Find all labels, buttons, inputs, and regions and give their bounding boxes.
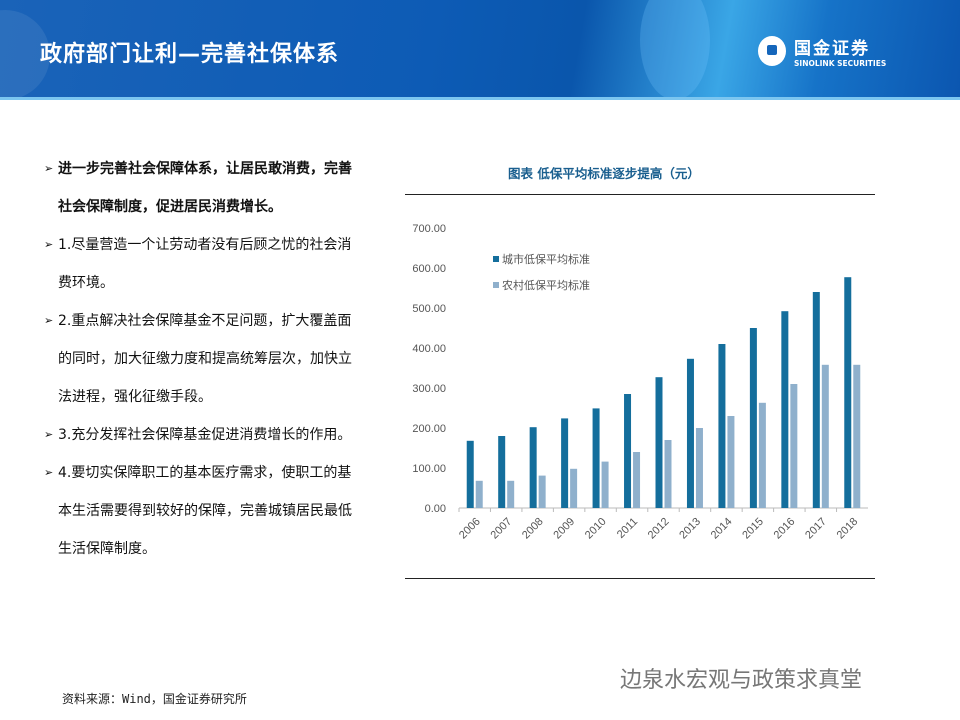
bullet-item: 进一步完善社会保障体系，让居民敢消费，完善社会保障制度，促进居民消费增长。 xyxy=(44,150,364,226)
bar-rural xyxy=(758,402,766,508)
bullet-item: 3.充分发挥社会保障基金促进消费增长的作用。 xyxy=(44,416,364,454)
y-tick-label: 600.00 xyxy=(412,263,446,275)
bar-rural xyxy=(475,480,483,508)
bar-rural xyxy=(695,428,703,508)
x-tick-label: 2010 xyxy=(583,516,609,542)
y-tick-label: 100.00 xyxy=(412,463,446,475)
bar-urban xyxy=(561,418,569,508)
bar-urban xyxy=(844,277,852,508)
x-tick-label: 2011 xyxy=(615,516,640,541)
bar-rural xyxy=(664,440,672,508)
y-tick-label: 300.00 xyxy=(412,383,446,395)
bar-urban xyxy=(466,440,474,508)
bullet-list: 进一步完善社会保障体系，让居民敢消费，完善社会保障制度，促进居民消费增长。 1.… xyxy=(44,150,364,568)
legend-swatch xyxy=(493,282,499,288)
bullet-item: 1.尽量营造一个让劳动者没有后顾之忧的社会消费环境。 xyxy=(44,226,364,302)
x-tick-label: 2015 xyxy=(740,516,766,542)
x-tick-label: 2007 xyxy=(489,516,515,542)
bar-rural xyxy=(727,416,735,508)
bar-rural xyxy=(601,461,609,508)
page-title: 政府部门让利—完善社保体系 xyxy=(40,42,340,67)
bar-rural xyxy=(538,475,546,508)
bar-rural xyxy=(570,468,578,508)
bar-urban xyxy=(624,394,632,508)
bar-rural xyxy=(633,452,641,508)
y-tick-label: 700.00 xyxy=(412,223,446,235)
logo-icon xyxy=(758,36,786,66)
decor-circle xyxy=(640,0,710,100)
logo-en: SINOLINK SECURITIES xyxy=(794,59,887,68)
y-tick-label: 200.00 xyxy=(412,423,446,435)
watermark: 边泉水宏观与政策求真堂 xyxy=(620,668,863,693)
x-tick-label: 2016 xyxy=(772,516,798,542)
bar-rural xyxy=(507,480,515,508)
bar-rural xyxy=(853,364,861,508)
bar-urban xyxy=(655,377,663,508)
divider xyxy=(405,578,875,579)
legend-label: 城市低保平均标准 xyxy=(502,252,590,266)
bar-urban xyxy=(718,344,726,508)
bar-urban xyxy=(749,328,757,508)
logo: 国金证券 SINOLINK SECURITIES xyxy=(758,34,886,68)
y-tick-label: 0.00 xyxy=(425,503,446,515)
y-tick-label: 400.00 xyxy=(412,343,446,355)
bullet-item: 4.要切实保障职工的基本医疗需求，使职工的基本生活需要得到较好的保障，完善城镇居… xyxy=(44,454,364,568)
bar-urban xyxy=(686,358,694,508)
bar-urban xyxy=(529,427,537,508)
x-tick-label: 2009 xyxy=(551,516,577,542)
bar-rural xyxy=(821,364,829,508)
x-tick-label: 2008 xyxy=(520,516,546,542)
header-banner: 政府部门让利—完善社保体系 国金证券 SINOLINK SECURITIES xyxy=(0,0,960,100)
logo-cn: 国金证券 xyxy=(794,39,870,59)
chart-title: 图表 低保平均标准逐步提高（元） xyxy=(508,166,700,181)
legend-swatch xyxy=(493,256,499,262)
bar-urban xyxy=(498,436,506,508)
x-tick-label: 2013 xyxy=(677,516,703,542)
divider xyxy=(405,194,875,195)
x-tick-label: 2018 xyxy=(835,516,861,542)
bar-urban xyxy=(592,408,600,508)
x-tick-label: 2012 xyxy=(646,516,672,542)
y-tick-label: 500.00 xyxy=(412,303,446,315)
x-tick-label: 2014 xyxy=(709,516,735,542)
source-note: 资料来源：Wind，国金证券研究所 xyxy=(62,692,247,706)
bar-rural xyxy=(790,384,798,508)
bar-urban xyxy=(812,292,820,508)
bar-urban xyxy=(781,311,789,508)
x-tick-label: 2006 xyxy=(457,516,483,542)
x-tick-label: 2017 xyxy=(803,516,829,542)
bullet-item: 2.重点解决社会保障基金不足问题，扩大覆盖面的同时，加大征缴力度和提高统筹层次，… xyxy=(44,302,364,416)
legend-label: 农村低保平均标准 xyxy=(502,278,590,292)
